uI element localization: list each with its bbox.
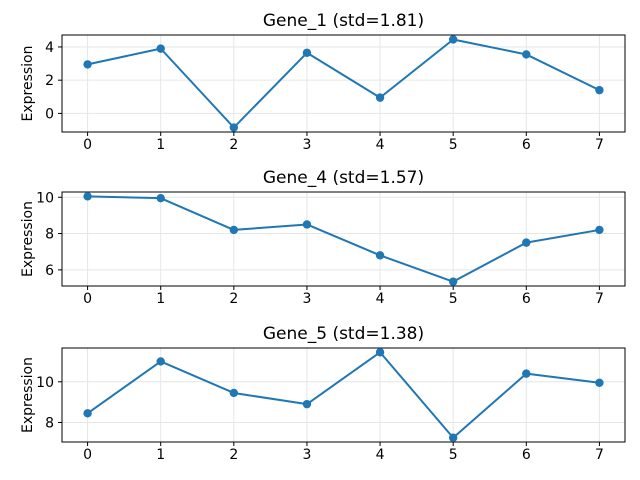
y-tick-label: 8 [45, 227, 54, 243]
data-point-marker [229, 123, 239, 132]
y-tick-label: 0 [45, 106, 54, 122]
data-point-marker [302, 399, 312, 409]
x-tick-label: 4 [376, 137, 385, 153]
x-tick-label: 3 [302, 447, 311, 463]
chart-gene-1: 0 1 2 3 4 5 6 7 0 2 4 Gene_1 (std=1.81) Expression [20, 11, 626, 153]
axes-spines [61, 191, 626, 287]
x-tick-label: 2 [229, 447, 238, 463]
expression-line [86, 38, 601, 129]
y-tick-label: 10 [36, 190, 54, 206]
x-tick-label: 1 [156, 447, 165, 463]
x-tick-label: 0 [83, 291, 92, 307]
data-point-marker [595, 225, 604, 235]
data-point-marker [83, 409, 92, 418]
data-point-marker [595, 378, 604, 387]
x-tick-label: 3 [302, 291, 311, 307]
data-point-marker [522, 369, 531, 378]
data-point-marker [229, 388, 239, 398]
x-tick-label: 0 [83, 447, 92, 463]
y-tick-label: 4 [45, 40, 54, 56]
data-point-marker [448, 433, 458, 442]
chart-gene-4: 0 1 2 3 4 5 6 7 6 8 10 Gene_4 (std=1.57) Expression [20, 168, 626, 307]
data-point-marker [375, 251, 385, 260]
data-point-marker [448, 35, 458, 44]
y-tick-label: 10 [36, 375, 54, 391]
x-tick-label: 6 [522, 137, 531, 153]
data-point-marker [156, 193, 165, 203]
x-tick-label: 4 [376, 291, 385, 307]
chart-title: Gene_5 (std=1.38) [263, 324, 424, 344]
x-tick-label: 4 [376, 447, 385, 463]
axes-spines [61, 34, 626, 133]
data-point-marker [375, 93, 385, 102]
chart-title: Gene_4 (std=1.57) [263, 168, 424, 188]
data-point-marker [229, 225, 239, 235]
x-tick-label: 6 [522, 447, 531, 463]
x-tick-label: 1 [156, 137, 165, 153]
chart-gene-5: 0 1 2 3 4 5 6 7 8 10 Gene_5 (std=1.38) Expression [20, 324, 626, 463]
data-point-marker [375, 348, 385, 357]
x-tick-label: 6 [522, 291, 531, 307]
x-tick-label: 0 [83, 137, 92, 153]
axes-spines [61, 347, 626, 443]
data-point-marker [448, 277, 458, 286]
data-point-marker [522, 238, 531, 247]
chart-title: Gene_1 (std=1.81) [263, 11, 424, 31]
x-tick-label: 3 [302, 137, 311, 153]
x-tick-label: 5 [449, 447, 458, 463]
data-point-marker [83, 192, 92, 201]
y-axis-label: Expression [20, 357, 36, 433]
y-tick-label: 6 [45, 263, 54, 279]
data-point-marker [83, 60, 92, 69]
data-point-marker [302, 220, 312, 229]
y-tick-label: 2 [45, 73, 54, 89]
data-point-marker [595, 85, 604, 95]
data-point-marker [522, 50, 531, 59]
x-tick-label: 5 [449, 137, 458, 153]
x-tick-label: 7 [595, 447, 604, 463]
x-tick-label: 1 [156, 291, 165, 307]
y-axis-label: Expression [20, 201, 36, 277]
data-point-marker [156, 357, 165, 366]
data-point-marker [302, 48, 312, 57]
x-tick-label: 2 [229, 137, 238, 153]
data-point-marker [156, 44, 165, 53]
expression-line [86, 351, 601, 439]
x-tick-label: 2 [229, 291, 238, 307]
x-tick-label: 5 [449, 291, 458, 307]
y-axis-label: Expression [20, 46, 36, 122]
y-tick-label: 8 [45, 415, 54, 431]
expression-line [86, 195, 601, 283]
x-tick-label: 7 [595, 137, 604, 153]
x-tick-label: 7 [595, 291, 604, 307]
